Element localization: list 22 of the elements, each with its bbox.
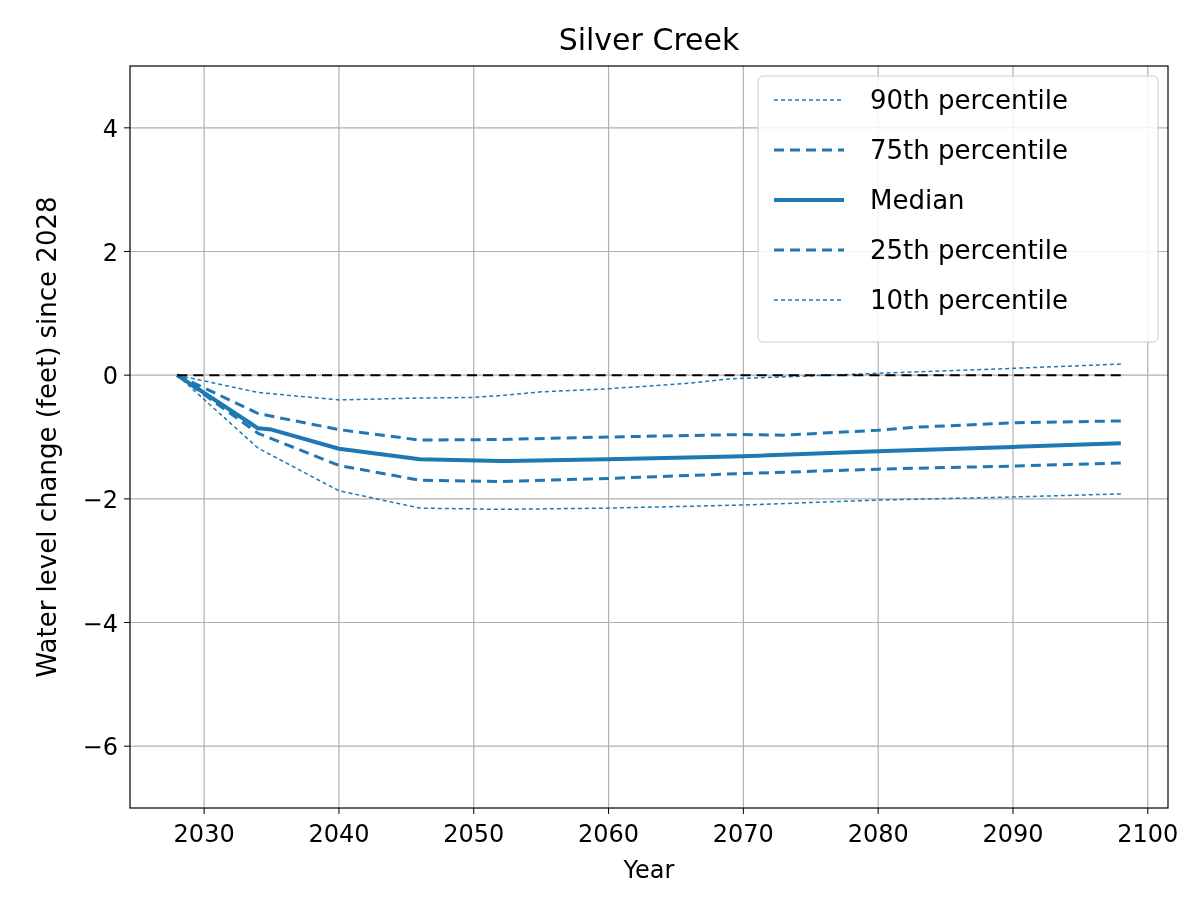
legend-label: 25th percentile [870, 235, 1069, 265]
y-tick-label: 0 [102, 362, 118, 391]
legend-label: 10th percentile [870, 285, 1069, 315]
y-axis-title: Water level change (feet) since 2028 [32, 196, 62, 678]
x-tick-label: 2090 [982, 820, 1044, 848]
y-tick-label: −6 [82, 733, 118, 762]
x-tick-label: 2050 [443, 820, 505, 848]
y-tick-label: 2 [102, 238, 118, 267]
x-tick-label: 2080 [847, 820, 909, 848]
x-axis-title: Year [622, 856, 675, 884]
legend-label: 90th percentile [870, 85, 1069, 115]
chart-title: Silver Creek [558, 22, 740, 57]
y-tick-label: −2 [82, 485, 118, 514]
legend-label: 75th percentile [870, 135, 1069, 165]
y-tick-label: −4 [82, 609, 118, 638]
y-tick-label: 4 [102, 114, 118, 143]
x-tick-label: 2040 [308, 820, 370, 848]
x-tick-label: 2100 [1117, 820, 1179, 848]
legend-label: Median [870, 185, 965, 215]
x-tick-label: 2070 [712, 820, 774, 848]
x-tick-label: 2060 [578, 820, 640, 848]
x-tick-label: 2030 [173, 820, 235, 848]
